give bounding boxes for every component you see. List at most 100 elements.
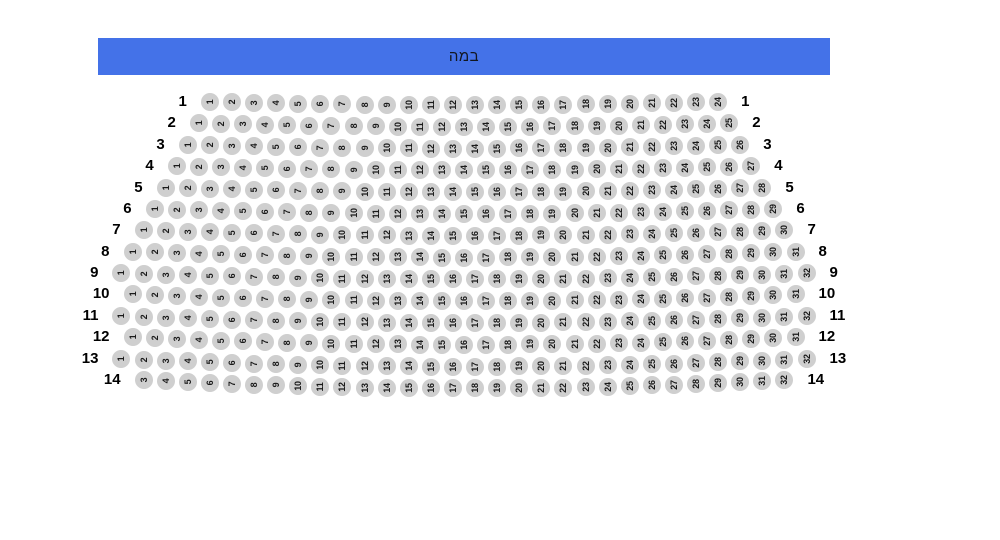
- seat[interactable]: 23: [653, 159, 672, 178]
- seat[interactable]: 3: [167, 330, 186, 349]
- seat[interactable]: 6: [222, 267, 241, 286]
- seat[interactable]: 22: [587, 334, 606, 353]
- seat[interactable]: 5: [289, 94, 308, 113]
- seat[interactable]: 2: [211, 114, 230, 133]
- seat[interactable]: 2: [134, 264, 153, 283]
- seat[interactable]: 8: [267, 311, 286, 330]
- seat[interactable]: 23: [598, 356, 617, 375]
- seat[interactable]: 21: [620, 138, 639, 157]
- seat[interactable]: 18: [565, 117, 584, 136]
- seat[interactable]: 21: [587, 204, 606, 223]
- seat[interactable]: 6: [278, 159, 297, 178]
- seat[interactable]: 14: [410, 248, 429, 267]
- seat[interactable]: 13: [410, 204, 429, 223]
- seat[interactable]: 24: [620, 355, 639, 374]
- seat[interactable]: 15: [421, 313, 440, 332]
- seat[interactable]: 10: [311, 356, 330, 375]
- seat[interactable]: 7: [333, 95, 352, 114]
- seat[interactable]: 27: [698, 245, 717, 264]
- seat[interactable]: 9: [267, 376, 286, 395]
- seat[interactable]: 13: [388, 291, 407, 310]
- seat[interactable]: 20: [532, 357, 551, 376]
- seat[interactable]: 26: [664, 268, 683, 286]
- seat[interactable]: 12: [421, 139, 440, 158]
- seat[interactable]: 16: [443, 270, 462, 289]
- seat[interactable]: 19: [565, 160, 584, 179]
- seat[interactable]: 19: [488, 379, 507, 398]
- seat[interactable]: 17: [510, 183, 529, 202]
- seat[interactable]: 10: [355, 182, 374, 201]
- seat[interactable]: 22: [642, 137, 661, 156]
- seat[interactable]: 15: [499, 117, 518, 136]
- seat[interactable]: 15: [432, 335, 451, 354]
- seat[interactable]: 27: [687, 310, 706, 329]
- seat[interactable]: 13: [377, 357, 396, 376]
- seat[interactable]: 14: [488, 95, 507, 114]
- seat[interactable]: 6: [234, 289, 252, 308]
- seat[interactable]: 11: [377, 182, 396, 201]
- seat[interactable]: 15: [466, 183, 485, 202]
- seat[interactable]: 25: [653, 246, 672, 265]
- seat[interactable]: 11: [388, 161, 407, 180]
- seat[interactable]: 10: [311, 312, 330, 331]
- seat[interactable]: 1: [200, 93, 219, 111]
- seat[interactable]: 26: [698, 201, 717, 220]
- seat[interactable]: 18: [499, 335, 518, 354]
- seat[interactable]: 26: [676, 332, 694, 351]
- seat[interactable]: 9: [300, 334, 319, 353]
- seat[interactable]: 6: [222, 353, 241, 372]
- seat[interactable]: 12: [366, 248, 385, 267]
- seat[interactable]: 11: [333, 313, 352, 332]
- seat[interactable]: 10: [322, 334, 341, 353]
- seat[interactable]: 7: [322, 116, 341, 135]
- seat[interactable]: 13: [399, 226, 418, 245]
- seat[interactable]: 23: [631, 203, 650, 222]
- seat[interactable]: 5: [234, 202, 252, 221]
- seat[interactable]: 1: [123, 242, 142, 261]
- seat[interactable]: 3: [234, 115, 252, 134]
- seat[interactable]: 18: [521, 204, 540, 223]
- seat[interactable]: 1: [123, 328, 142, 347]
- seat[interactable]: 20: [532, 313, 551, 332]
- seat[interactable]: 29: [731, 266, 750, 285]
- seat[interactable]: 7: [222, 374, 241, 393]
- seat[interactable]: 9: [300, 247, 319, 266]
- seat[interactable]: 22: [664, 93, 683, 112]
- seat[interactable]: 5: [278, 116, 297, 135]
- seat[interactable]: 25: [687, 180, 706, 199]
- seat[interactable]: 25: [642, 268, 661, 287]
- seat[interactable]: 20: [620, 94, 639, 113]
- seat[interactable]: 5: [178, 373, 197, 392]
- seat[interactable]: 3: [134, 370, 153, 389]
- seat[interactable]: 1: [178, 135, 197, 154]
- seat[interactable]: 18: [554, 139, 573, 158]
- seat[interactable]: 10: [311, 269, 330, 288]
- seat[interactable]: 14: [410, 292, 429, 311]
- seat[interactable]: 24: [620, 268, 639, 287]
- seat[interactable]: 16: [455, 248, 473, 267]
- seat[interactable]: 6: [267, 181, 286, 200]
- seat[interactable]: 9: [300, 290, 319, 309]
- seat[interactable]: 29: [742, 244, 761, 263]
- seat[interactable]: 3: [211, 158, 230, 177]
- seat[interactable]: 27: [742, 157, 761, 176]
- seat[interactable]: 3: [156, 265, 175, 284]
- seat[interactable]: 5: [267, 137, 286, 156]
- seat[interactable]: 24: [631, 246, 650, 265]
- seat[interactable]: 4: [189, 244, 208, 263]
- seat[interactable]: 5: [200, 266, 219, 285]
- seat[interactable]: 3: [167, 287, 186, 306]
- seat[interactable]: 26: [709, 179, 728, 198]
- seat[interactable]: 11: [344, 247, 363, 266]
- seat[interactable]: 29: [753, 222, 772, 240]
- seat[interactable]: 2: [134, 307, 153, 326]
- seat[interactable]: 20: [510, 379, 529, 398]
- seat[interactable]: 25: [653, 289, 672, 308]
- seat[interactable]: 5: [211, 331, 230, 350]
- seat[interactable]: 22: [653, 115, 672, 134]
- seat[interactable]: 23: [676, 115, 694, 134]
- seat[interactable]: 9: [289, 355, 308, 374]
- seat[interactable]: 15: [399, 379, 418, 398]
- seat[interactable]: 4: [189, 287, 208, 306]
- seat[interactable]: 8: [355, 95, 374, 114]
